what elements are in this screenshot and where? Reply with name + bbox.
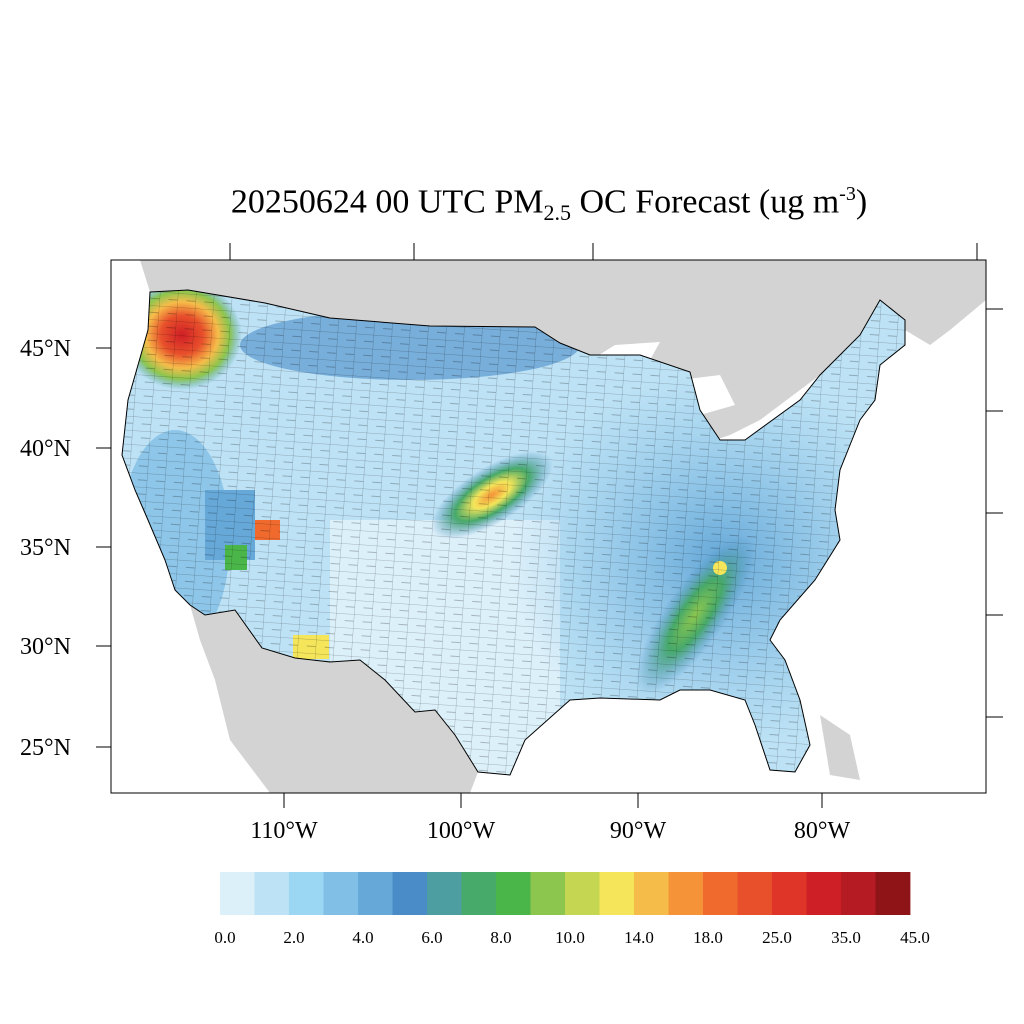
colorbar-tick-label: 35.0 [831,928,861,947]
colorbar-tick-label: 2.0 [283,928,304,947]
colorbar-swatch [599,872,635,915]
lat-label: 30°N [20,634,71,660]
colorbar-swatch [254,872,290,915]
lon-label: 100°W [427,818,496,844]
title-species: PM [494,183,544,221]
lat-label: 25°N [20,735,71,761]
colorbar-tick-label: 25.0 [762,928,792,947]
lat-label: 35°N [20,535,71,561]
title-product: OC Forecast (ug m [579,183,840,221]
colorbar-swatch [703,872,738,915]
colorbar-swatch [806,872,842,915]
colorbar-swatch [634,872,669,915]
lat-label: 45°N [20,336,71,362]
lon-label: 110°W [250,818,318,844]
colorbar-swatch [392,872,428,915]
colorbar-tick-label: 0.0 [214,928,235,947]
title-close: ) [855,183,868,221]
title-date: 20250624 00 UTC [230,183,486,221]
title-species-subscript: 2.5 [543,200,571,226]
colorbar-swatch [461,872,497,915]
colorbar-swatch [427,872,462,915]
colorbar-swatch [220,872,255,915]
title-unit-exponent: -3 [839,183,856,205]
colorbar-tick-label: 45.0 [900,928,930,947]
colorbar-labels: 0.0 2.0 4.0 6.0 8.0 10.0 14.0 18.0 25.0 35.0 45.0 [214,928,930,947]
latitude-labels: 45°N 40°N 35°N 30°N 25°N [20,336,71,761]
map-frame [110,259,987,794]
longitude-labels: 110°W 100°W 90°W 80°W [250,818,850,844]
colorbar-swatch [289,872,324,915]
colorbar-tick-label: 8.0 [490,928,511,947]
colorbar-swatch [323,872,359,915]
colorbar-swatch [875,872,911,915]
graticule-ticks [96,243,1003,808]
map-title: 20250624 00 UTC PM2.5 OC Forecast (ug m-… [0,183,1024,226]
colorbar-swatch [841,872,876,915]
lat-label: 40°N [20,436,71,462]
colorbar-swatch [668,872,704,915]
lon-label: 90°W [610,818,667,844]
colorbar-swatch [496,872,531,915]
us-outline [121,289,906,776]
colorbar-tick-label: 4.0 [352,928,373,947]
colorbar-swatch [565,872,600,915]
colorbar-swatch [530,872,566,915]
colorbar-tick-label: 10.0 [555,928,585,947]
lon-label: 80°W [794,818,851,844]
colorbar [220,872,911,915]
colorbar-swatch [772,872,807,915]
neighbor-land [140,260,986,793]
colorbar-tick-label: 14.0 [624,928,654,947]
colorbar-tick-label: 6.0 [421,928,442,947]
colorbar-swatch [358,872,393,915]
colorbar-tick-label: 18.0 [693,928,723,947]
colorbar-swatch [737,872,773,915]
